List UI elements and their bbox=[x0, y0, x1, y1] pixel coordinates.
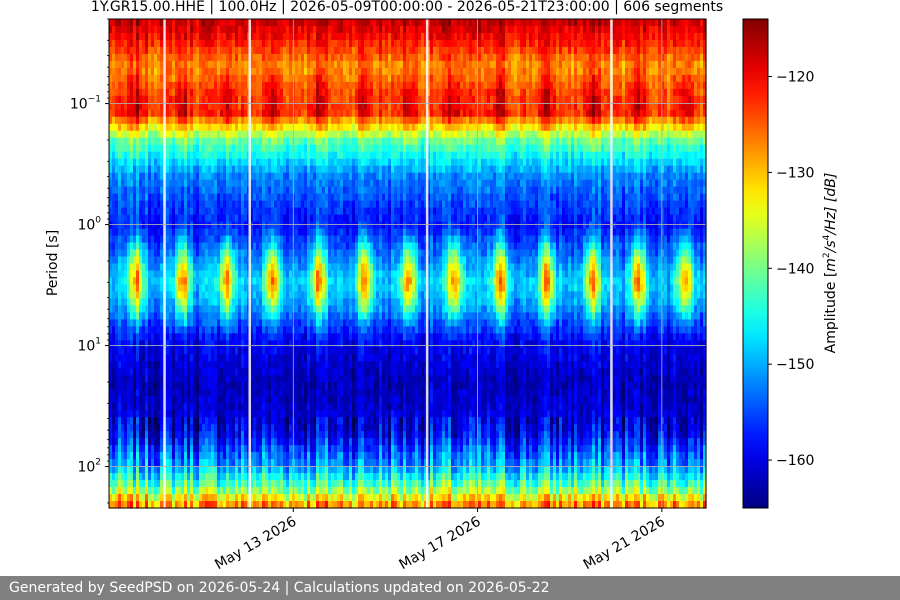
spectrogram-heatmap bbox=[109, 19, 707, 509]
x-tick-label: May 21 2026 bbox=[581, 514, 668, 574]
chart-title: 1Y.GR15.00.HHE | 100.0Hz | 2026-05-09T00… bbox=[91, 0, 723, 15]
x-tick-label: May 17 2026 bbox=[397, 514, 484, 574]
colorbar-tick-label: −140 bbox=[776, 261, 814, 277]
y-axis-label: Period [s] bbox=[45, 230, 61, 296]
colorbar-tick-label: −130 bbox=[776, 165, 814, 181]
colorbar-tick-label: −120 bbox=[776, 70, 814, 86]
colorbar-tick-label: −150 bbox=[776, 357, 814, 373]
y-axis-ticks: 10−1 100 101 102 bbox=[70, 18, 109, 504]
data-gaps bbox=[163, 19, 613, 508]
x-tick-label: May 13 2026 bbox=[212, 514, 299, 574]
colorbar-tick-label: −160 bbox=[776, 453, 814, 469]
plot-frame bbox=[108, 18, 707, 509]
x-axis-ticks: May 13 2026 May 17 2026 May 21 2026 bbox=[212, 508, 668, 573]
colorbar bbox=[742, 18, 769, 509]
y-tick-label: 102 bbox=[77, 458, 101, 476]
colorbar-ticks: −120 −130 −140 −150 −160 bbox=[768, 70, 814, 469]
colorbar-label: Amplitude [m2/s4/Hz] [dB] bbox=[822, 173, 839, 354]
footer-bar: Generated by SeedPSD on 2026-05-24 | Cal… bbox=[0, 576, 900, 600]
y-tick-label: 10−1 bbox=[70, 95, 101, 113]
grid-lines bbox=[109, 19, 706, 508]
y-tick-label: 101 bbox=[77, 337, 101, 355]
psd-figure: 1Y.GR15.00.HHE | 100.0Hz | 2026-05-09T00… bbox=[45, 0, 839, 573]
y-tick-label: 100 bbox=[77, 216, 101, 234]
footer-text: Generated by SeedPSD on 2026-05-24 | Cal… bbox=[9, 580, 550, 596]
